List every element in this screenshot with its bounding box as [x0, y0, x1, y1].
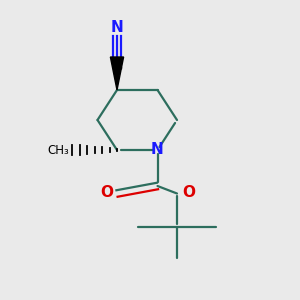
Text: CH₃: CH₃ [47, 143, 69, 157]
Text: N: N [111, 20, 123, 34]
Text: C: C [111, 58, 123, 74]
Text: O: O [182, 185, 195, 200]
Polygon shape [110, 57, 124, 90]
Text: N: N [151, 142, 164, 158]
Text: O: O [100, 185, 113, 200]
